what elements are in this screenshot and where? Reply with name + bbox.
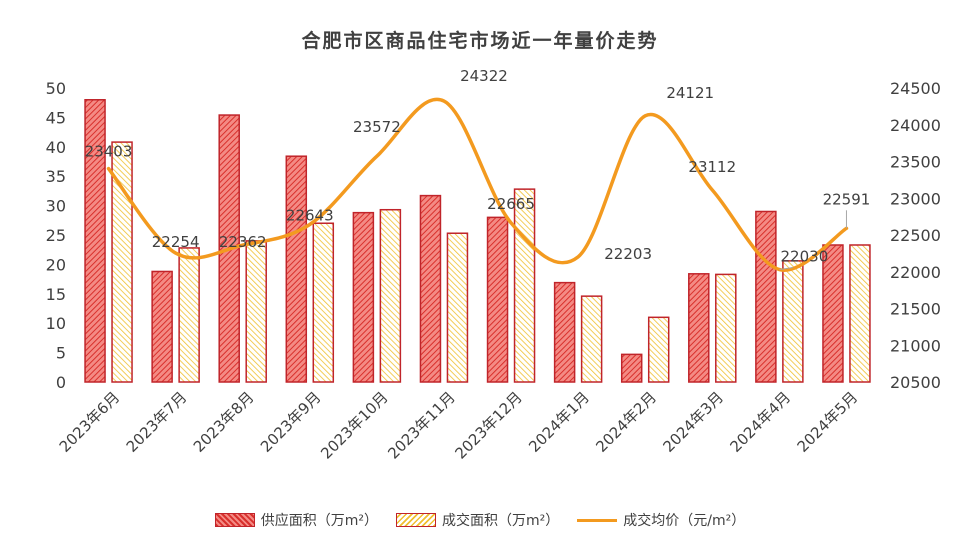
price-data-label: 23112 bbox=[688, 158, 736, 176]
chart-title: 合肥市区商品住宅市场近一年量价走势 bbox=[301, 30, 659, 52]
bar-supply bbox=[84, 99, 106, 383]
left-tick-label: 30 bbox=[46, 197, 66, 216]
bar-supply bbox=[620, 353, 643, 383]
left-tick-label: 0 bbox=[56, 373, 66, 392]
price-point bbox=[577, 256, 579, 258]
bar-deal bbox=[245, 240, 267, 383]
x-tick-label: 2023年11月 bbox=[384, 388, 458, 462]
bar-supply bbox=[486, 216, 509, 383]
right-tick-label: 23500 bbox=[890, 153, 941, 172]
data-labels: 23403 22254 22362 22643 23572 24322 22665 22203… bbox=[85, 67, 871, 271]
legend: 供应面积（万m²） 成交面积（万m²） 成交均价（元/m²） bbox=[0, 510, 960, 530]
price-point bbox=[644, 115, 646, 117]
right-tick-label: 21000 bbox=[890, 336, 941, 355]
bar-deal bbox=[513, 188, 536, 383]
legend-swatch-supply bbox=[214, 513, 255, 527]
bar-deal bbox=[647, 316, 670, 383]
x-tick-label: 2023年6月 bbox=[56, 388, 124, 456]
price-point bbox=[510, 222, 512, 224]
right-tick-label: 20500 bbox=[890, 373, 941, 392]
price-data-label: 23403 bbox=[85, 143, 133, 161]
legend-label-supply: 供应面积（万m²） bbox=[260, 513, 379, 529]
bar-supply bbox=[822, 244, 844, 383]
price-data-label: 23572 bbox=[353, 118, 401, 136]
bar-series bbox=[84, 99, 871, 383]
bar-deal bbox=[379, 208, 402, 383]
legend-item-deal[interactable]: 成交面积（万m²） bbox=[396, 510, 559, 530]
left-axis: 0 5 10 15 20 25 30 35 40 45 50 bbox=[46, 79, 66, 392]
x-tick-label: 2024年4月 bbox=[727, 388, 795, 456]
left-tick-label: 40 bbox=[46, 138, 66, 157]
left-tick-label: 10 bbox=[46, 314, 66, 333]
x-tick-label: 2024年1月 bbox=[525, 388, 593, 456]
legend-label-deal: 成交面积（万m²） bbox=[442, 513, 560, 529]
bar-supply bbox=[151, 270, 173, 383]
bar-supply bbox=[285, 155, 308, 383]
bar-supply bbox=[553, 281, 576, 383]
left-tick-label: 20 bbox=[46, 255, 66, 274]
x-tick-label: 2023年9月 bbox=[257, 388, 325, 456]
price-data-label: 22643 bbox=[286, 206, 334, 224]
right-tick-label: 22000 bbox=[890, 263, 941, 282]
price-point bbox=[108, 168, 110, 170]
price-point bbox=[175, 252, 177, 254]
price-data-label: 22254 bbox=[152, 233, 200, 251]
price-data-label: 24121 bbox=[666, 84, 714, 102]
price-data-label: 22665 bbox=[487, 195, 535, 213]
left-tick-label: 15 bbox=[46, 285, 66, 304]
chart-canvas: 0 5 10 15 20 25 30 35 40 45 50 20500 21000 21500 2200… bbox=[46, 67, 941, 462]
bar-supply bbox=[419, 194, 442, 383]
bar-deal bbox=[849, 244, 871, 383]
bar-deal bbox=[446, 232, 469, 383]
price-point bbox=[376, 155, 378, 157]
x-tick-label: 2023年8月 bbox=[190, 388, 258, 456]
x-tick-label: 2023年10月 bbox=[317, 388, 391, 462]
price-point bbox=[711, 189, 713, 191]
x-tick-label: 2024年2月 bbox=[592, 388, 660, 456]
price-data-label: 22203 bbox=[604, 245, 652, 263]
price-data-label: 22362 bbox=[219, 233, 267, 251]
right-tick-label: 24500 bbox=[890, 79, 941, 98]
x-axis: 2023年6月 2023年7月 2023年8月 2023年9月2023年10月2023… bbox=[56, 388, 862, 462]
legend-label-price: 成交均价（元/m²） bbox=[623, 513, 746, 529]
x-tick-label: 2024年5月 bbox=[794, 388, 862, 456]
left-tick-label: 50 bbox=[46, 79, 66, 98]
left-tick-label: 45 bbox=[46, 108, 66, 127]
bar-supply bbox=[688, 273, 710, 383]
x-tick-label: 2023年7月 bbox=[123, 388, 191, 456]
bar-deal bbox=[580, 295, 603, 383]
bar-deal bbox=[312, 222, 335, 383]
left-tick-label: 25 bbox=[46, 226, 66, 245]
right-axis: 20500 21000 21500 22000 22500 23000 23500 24000… bbox=[890, 79, 941, 392]
right-tick-label: 21500 bbox=[890, 300, 941, 319]
bar-supply bbox=[352, 211, 375, 383]
legend-swatch-deal bbox=[396, 513, 437, 527]
bar-deal bbox=[715, 273, 737, 383]
left-tick-label: 35 bbox=[46, 167, 66, 186]
left-tick-label: 5 bbox=[56, 344, 66, 363]
label-leader-line bbox=[779, 267, 794, 271]
price-data-label: 24322 bbox=[460, 67, 508, 85]
legend-item-supply[interactable]: 供应面积（万m²） bbox=[214, 510, 379, 530]
bar-supply bbox=[755, 210, 777, 383]
right-tick-label: 24000 bbox=[890, 116, 941, 135]
price-point bbox=[309, 223, 311, 225]
bar-deal bbox=[782, 260, 804, 383]
line-series bbox=[106, 97, 849, 272]
legend-item-price[interactable]: 成交均价（元/m²） bbox=[577, 510, 745, 530]
price-point bbox=[242, 244, 244, 246]
bar-deal bbox=[111, 141, 133, 383]
bar-deal bbox=[178, 247, 200, 383]
right-tick-label: 22500 bbox=[890, 226, 941, 245]
price-data-label: 22591 bbox=[823, 190, 871, 208]
right-tick-label: 23000 bbox=[890, 189, 941, 208]
x-tick-label: 2024年3月 bbox=[659, 388, 727, 456]
legend-swatch-price bbox=[577, 518, 618, 522]
price-data-label: 22030 bbox=[781, 248, 829, 266]
price-point bbox=[443, 100, 445, 102]
x-tick-label: 2023年12月 bbox=[451, 388, 525, 462]
